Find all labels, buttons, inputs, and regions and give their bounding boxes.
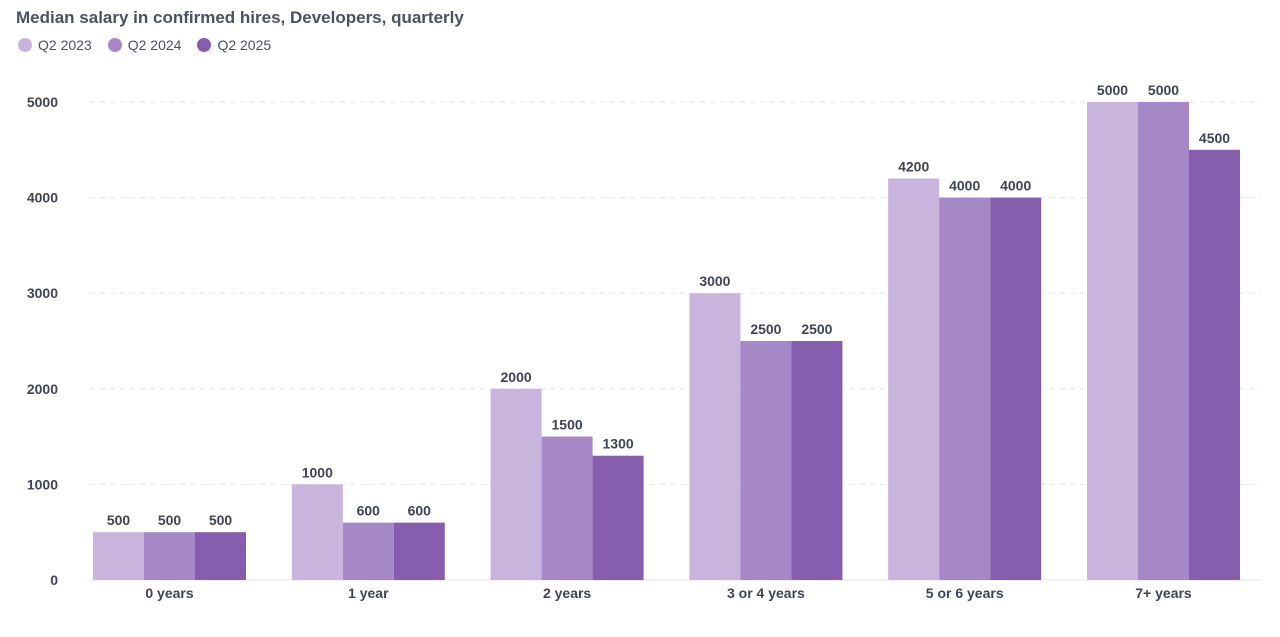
y-tick-label-2000: 2000 <box>27 381 58 397</box>
data-label-q2-2025-5-or-6-years: 4000 <box>1000 178 1031 194</box>
x-category-label-5-or-6-years: 5 or 6 years <box>926 585 1004 601</box>
bar-q2-2025-7-years <box>1189 149 1240 581</box>
legend-label-q2-2023: Q2 2023 <box>38 37 92 53</box>
legend: Q2 2023 Q2 2024 Q2 2025 <box>18 37 271 53</box>
chart-title: Median salary in confirmed hires, Develo… <box>16 8 464 27</box>
data-label-q2-2023-2-years: 2000 <box>501 369 532 385</box>
data-label-q2-2025-0-years: 500 <box>209 512 233 528</box>
bars <box>93 102 1240 581</box>
x-category-label-0-years: 0 years <box>145 585 193 601</box>
data-label-q2-2023-0-years: 500 <box>107 512 131 528</box>
legend-item-q2-2025[interactable]: Q2 2025 <box>197 37 271 53</box>
data-label-q2-2023-7-years: 5000 <box>1097 82 1128 98</box>
gridlines <box>90 101 1262 581</box>
data-label-q2-2025-2-years: 1300 <box>603 436 634 452</box>
bar-q2-2024-3-or-4-years <box>740 341 792 580</box>
y-tick-label-0: 0 <box>50 572 58 588</box>
y-tick-label-5000: 5000 <box>27 94 58 110</box>
bar-q2-2023-5-or-6-years <box>888 178 940 581</box>
legend-item-q2-2024[interactable]: Q2 2024 <box>107 37 182 53</box>
data-label-q2-2024-5-or-6-years: 4000 <box>949 178 980 194</box>
data-label-q2-2025-3-or-4-years: 2500 <box>801 321 832 337</box>
y-tick-label-1000: 1000 <box>27 476 58 492</box>
legend-swatch-q2-2024 <box>107 38 122 52</box>
data-labels: 500 500 500 1000 600 600 2000 1500 1300 3000 2500 2… <box>107 82 1230 528</box>
data-label-q2-2025-1-year: 600 <box>408 503 432 519</box>
data-label-q2-2024-7-years: 5000 <box>1148 82 1179 98</box>
bar-q2-2024-5-or-6-years <box>939 197 991 580</box>
data-label-q2-2023-1-year: 1000 <box>302 464 333 480</box>
bar-q2-2023-0-years <box>93 532 144 580</box>
bar-q2-2023-2-years <box>490 388 542 580</box>
data-label-q2-2024-1-year: 600 <box>357 503 381 519</box>
y-tick-label-4000: 4000 <box>27 190 58 206</box>
data-label-q2-2023-3-or-4-years: 3000 <box>699 273 730 289</box>
bar-q2-2023-7-years <box>1087 102 1138 580</box>
bar-q2-2023-1-year <box>291 484 343 580</box>
legend-label-q2-2024: Q2 2024 <box>127 37 182 53</box>
y-axis: 0 1000 2000 3000 4000 5000 <box>27 94 58 588</box>
data-label-q2-2024-0-years: 500 <box>158 512 182 528</box>
bar-q2-2024-1-year <box>342 522 394 580</box>
data-label-q2-2024-2-years: 1500 <box>552 417 583 433</box>
bar-q2-2025-2-years <box>592 455 644 580</box>
data-label-q2-2025-7-years: 4500 <box>1199 130 1230 146</box>
x-category-label-1-year: 1 year <box>348 585 389 601</box>
legend-item-q2-2023[interactable]: Q2 2023 <box>18 37 92 53</box>
legend-label-q2-2025: Q2 2025 <box>217 37 272 53</box>
x-axis: 0 years 1 year 2 years 3 or 4 years 5 or 6 y… <box>145 585 1192 601</box>
y-tick-label-3000: 3000 <box>27 285 58 301</box>
bar-q2-2025-5-or-6-years <box>990 197 1042 580</box>
data-label-q2-2023-5-or-6-years: 4200 <box>898 158 929 174</box>
bar-q2-2025-3-or-4-years <box>791 341 843 580</box>
x-category-label-3-or-4-years: 3 or 4 years <box>727 585 805 601</box>
bar-q2-2024-7-years <box>1138 102 1189 580</box>
data-label-q2-2024-3-or-4-years: 2500 <box>750 321 781 337</box>
bar-q2-2024-2-years <box>541 436 593 580</box>
x-category-label-2-years: 2 years <box>543 585 591 601</box>
bar-q2-2024-0-years <box>144 532 195 580</box>
legend-swatch-q2-2023 <box>18 38 32 52</box>
bar-q2-2025-0-years <box>195 532 246 580</box>
legend-swatch-q2-2025 <box>197 38 212 52</box>
x-category-label-7-years: 7+ years <box>1135 585 1192 601</box>
bar-q2-2023-3-or-4-years <box>689 293 741 580</box>
bar-q2-2025-1-year <box>393 522 445 580</box>
